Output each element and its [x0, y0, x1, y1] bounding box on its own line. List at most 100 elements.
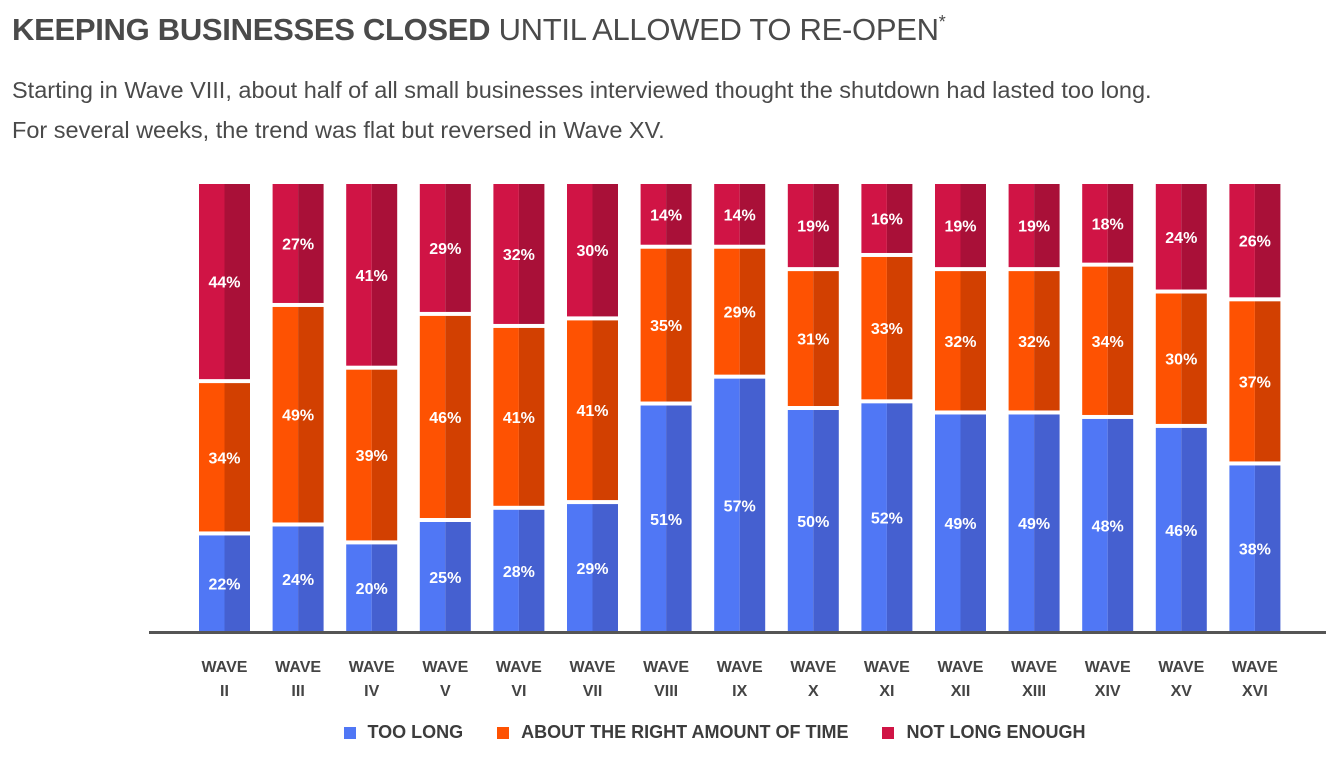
bar-value-label: 38% [1239, 542, 1271, 559]
bar-segment-not_long_enough [199, 184, 250, 380]
bar-segment-left [1008, 184, 1035, 268]
bar-value-label: 14% [650, 207, 682, 224]
bar-segment-about_right [1008, 271, 1060, 411]
chart-title-bold: KEEPING BUSINESSES CLOSED [12, 12, 491, 47]
bar-segment-left [1082, 418, 1108, 632]
bar-segment-too_long [567, 504, 618, 632]
bar-segment-not_long_enough [714, 184, 766, 245]
bar-segment-right [445, 522, 471, 632]
x-tick-label-line: VIII [654, 683, 678, 700]
bar-value-label: 24% [282, 572, 314, 589]
bar-segment-right [592, 504, 618, 632]
bar-segment-right [1107, 418, 1134, 632]
bar-segment-about_right [714, 248, 766, 375]
bar-value-label: 30% [576, 243, 608, 260]
bar-segment-left [567, 504, 593, 632]
bar-segment-right [813, 271, 839, 406]
bar-value-label: 29% [429, 241, 461, 258]
bar-segment-left [787, 184, 814, 268]
bar-value-label: 41% [503, 410, 535, 427]
x-tick-label-line: VII [583, 683, 603, 700]
bar-segment-right [224, 383, 250, 532]
x-tick-label-line: III [291, 683, 304, 700]
x-tick-label: WAVE III [275, 659, 321, 700]
bar-value-label: 28% [503, 564, 535, 581]
bar-value-label: 37% [1239, 374, 1271, 391]
bar-segment-right [666, 405, 692, 632]
bar-segment-too_long [935, 414, 986, 632]
bar-value-label: 34% [1092, 334, 1124, 351]
bar-segment-right [813, 184, 839, 268]
bar-segment-left [199, 383, 225, 532]
x-tick-label-line: WAVE [790, 659, 836, 676]
bar-segment-about_right [1082, 266, 1134, 415]
bar-value-label: 29% [576, 561, 608, 578]
x-tick-label: WAVE VII [570, 659, 616, 700]
bar-segment-right [298, 184, 324, 303]
bar-value-label: 29% [724, 305, 756, 322]
x-tick-label: WAVE XVI [1232, 659, 1278, 700]
x-tick-label-line: XVI [1242, 683, 1268, 700]
bar-segment-right [1034, 184, 1060, 268]
bar-segment-left [567, 184, 593, 317]
bar-value-label: 19% [1018, 219, 1050, 236]
bar-segment-left [346, 184, 372, 366]
bar-segment-left [861, 256, 887, 400]
bar-segment-right [1034, 271, 1060, 411]
bar-segment-right [592, 184, 618, 317]
x-tick-label-line: XIII [1022, 683, 1046, 700]
chart-subtitle: Starting in Wave VIII, about half of all… [12, 70, 1332, 150]
bar-segment-not_long_enough [1082, 184, 1134, 263]
bar-segment-left [1008, 271, 1035, 411]
bar-segment-left [199, 535, 225, 632]
bar-segment-not_long_enough [567, 184, 618, 317]
bar-value-label: 32% [944, 334, 976, 351]
bar-segment-left [346, 369, 372, 541]
bar-value-label: 57% [724, 498, 756, 515]
chart-legend: TOO LONG ABOUT THE RIGHT AMOUNT OF TIME … [0, 722, 1339, 743]
bar-segment-too_long [861, 403, 913, 632]
bar-segment-about_right [419, 315, 471, 518]
bar-value-label: 51% [650, 512, 682, 529]
legend-item-too-long: TOO LONG [343, 722, 463, 743]
bar-value-label: 26% [1239, 234, 1271, 251]
x-tick-label-line: WAVE [938, 659, 984, 676]
x-tick-label-line: WAVE [275, 659, 321, 676]
bar-value-label: 41% [356, 268, 388, 285]
bar-segment-right [666, 184, 692, 245]
bar-segment-not_long_enough [640, 184, 692, 245]
bar-value-label: 48% [1092, 518, 1124, 535]
legend-swatch-not-long-enough [882, 726, 895, 739]
bar-segment-too_long [1082, 418, 1134, 632]
bar-segment-about_right [787, 271, 839, 406]
x-tick-label-line: WAVE [1011, 659, 1057, 676]
bar-segment-right [886, 184, 913, 253]
bar-segment-right [371, 369, 398, 541]
x-tick-label-line: WAVE [1158, 659, 1204, 676]
bar-segment-too_long [714, 378, 766, 632]
bar-segment-left [640, 405, 667, 632]
bar-segment-not_long_enough [272, 184, 324, 303]
x-tick-label: WAVE XV [1158, 659, 1204, 700]
bar-segment-not_long_enough [1008, 184, 1060, 268]
bar-value-label: 16% [871, 211, 903, 228]
bar-segment-left [1155, 184, 1182, 290]
bar-segment-right [1181, 184, 1207, 290]
bar-segment-left [567, 320, 593, 501]
bar-segment-about_right [1229, 301, 1281, 462]
bar-segment-left [1229, 301, 1255, 462]
x-tick-label-line: WAVE [1232, 659, 1278, 676]
bar-segment-too_long [1155, 427, 1207, 632]
x-tick-label-line: XIV [1095, 683, 1121, 700]
x-tick-label-line: WAVE [496, 659, 542, 676]
bar-segment-about_right [640, 248, 692, 402]
bar-value-label: 41% [576, 403, 608, 420]
bar-segment-right [1107, 184, 1134, 263]
bar-segment-left [640, 248, 667, 402]
bar-segment-right [1254, 301, 1281, 462]
bar-segment-left [1229, 465, 1255, 632]
bar-segment-about_right [493, 327, 545, 506]
bar-segment-left [346, 544, 372, 632]
bar-segment-right [739, 184, 766, 245]
x-tick-label-line: IV [364, 683, 379, 700]
